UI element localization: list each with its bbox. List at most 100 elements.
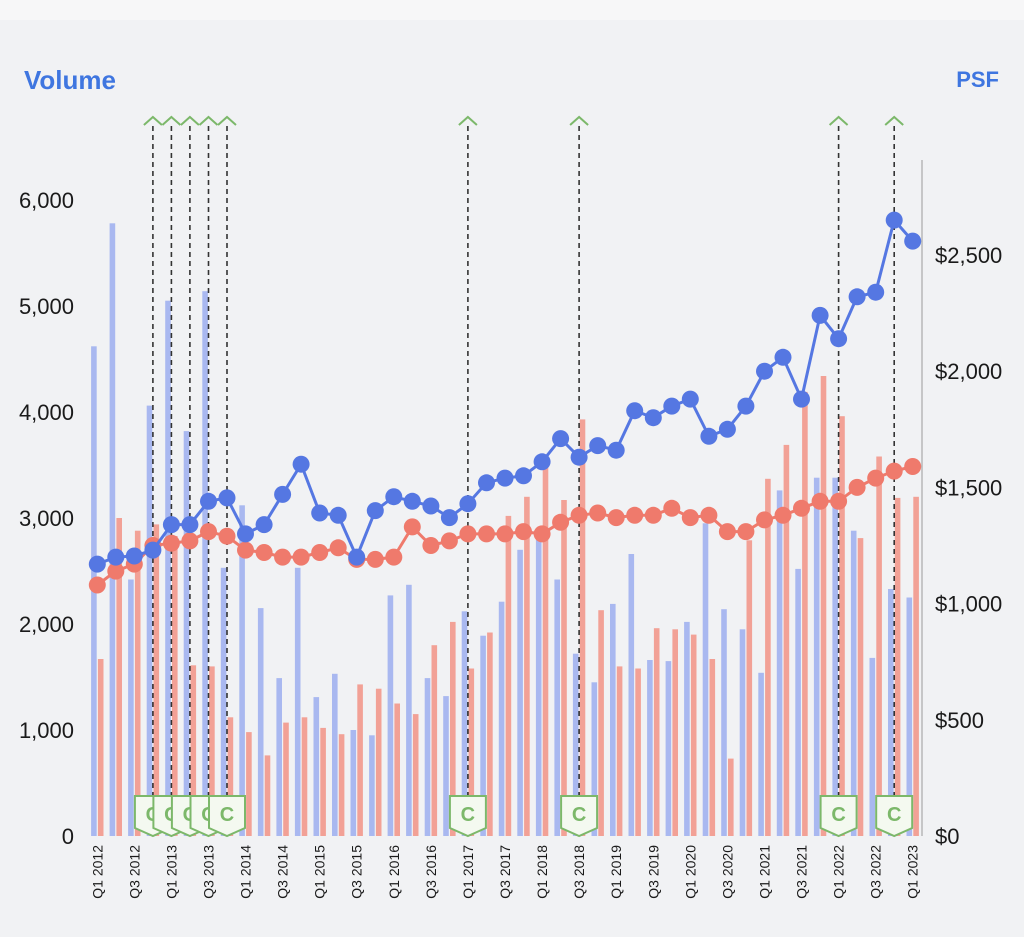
psf-point xyxy=(496,469,514,487)
x-tick-label: Q1 2022 xyxy=(831,845,847,899)
bar-s1-24 xyxy=(535,539,542,836)
psf-point xyxy=(478,474,495,492)
event-marker-badge xyxy=(560,795,599,838)
bar-s2-44 xyxy=(913,496,919,836)
psf-point xyxy=(181,532,199,550)
bar-s1-21 xyxy=(480,635,486,836)
event-chevron-icon xyxy=(198,115,219,126)
psf-point xyxy=(292,455,310,473)
bar-s2-9 xyxy=(264,755,271,836)
bar-s2-6 xyxy=(209,666,215,836)
event-chevron-icon xyxy=(828,115,849,126)
psf-point xyxy=(700,427,718,445)
event-chevron-icon xyxy=(884,115,904,126)
bar-s1-33 xyxy=(702,523,709,836)
psf-point xyxy=(162,516,180,534)
bar-s1-20 xyxy=(461,611,468,836)
bar-s2-17 xyxy=(412,714,419,836)
psf-point xyxy=(589,504,607,522)
bar-s2-34 xyxy=(728,758,734,836)
event-marker: C xyxy=(819,795,858,838)
bar-s1-16 xyxy=(387,595,394,836)
bar-s2-23 xyxy=(524,496,530,836)
right-tick-label: $0 xyxy=(935,824,959,849)
psf-point xyxy=(385,548,403,566)
bar-s2-27 xyxy=(598,610,604,836)
bar-s1-12 xyxy=(313,697,320,836)
x-tick-label: Q3 2019 xyxy=(645,845,661,899)
bar-s2-12 xyxy=(320,727,326,836)
psf-point xyxy=(718,420,736,438)
psf-point xyxy=(422,537,440,554)
psf-point xyxy=(162,534,180,552)
psf-point xyxy=(255,516,273,534)
x-tick-label: Q3 2016 xyxy=(423,845,439,899)
psf-point xyxy=(496,525,514,543)
bar-s1-41 xyxy=(850,530,857,836)
psf-point xyxy=(311,504,329,522)
psf-point xyxy=(607,441,625,459)
right-tick-label: $1,500 xyxy=(935,475,1002,500)
bar-s2-10 xyxy=(283,722,289,836)
right-tick-label: $500 xyxy=(935,708,984,733)
psf-point xyxy=(570,448,588,466)
psf-point xyxy=(274,548,292,566)
psf-point xyxy=(811,492,829,510)
left-axis-title: Volume xyxy=(24,65,116,95)
psf-point xyxy=(237,525,254,543)
event-marker-label: C xyxy=(887,804,901,826)
x-tick-label: Q3 2015 xyxy=(349,845,365,899)
bar-s2-13 xyxy=(338,734,345,836)
bar-s2-33 xyxy=(709,659,716,836)
psf-point xyxy=(644,506,662,524)
event-marker: C xyxy=(208,795,246,838)
psf-point xyxy=(107,548,125,566)
bar-s1-36 xyxy=(758,672,764,836)
bar-s2-29 xyxy=(635,668,641,836)
bar-s1-6 xyxy=(202,291,208,836)
bar-s2-38 xyxy=(802,391,808,836)
event-marker-badge xyxy=(875,795,914,838)
event-chevron-icon xyxy=(569,115,589,126)
psf-point xyxy=(774,506,792,524)
psf-point xyxy=(366,550,384,568)
bar-s1-22 xyxy=(498,601,505,836)
psf-point xyxy=(700,506,718,524)
bar-s2-5 xyxy=(190,665,197,836)
bar-s1-2 xyxy=(128,579,134,836)
x-tick-label: Q3 2020 xyxy=(719,845,735,899)
bar-s2-36 xyxy=(765,478,771,836)
psf-point xyxy=(904,458,922,475)
psf-point xyxy=(515,523,532,541)
bar-s1-42 xyxy=(869,657,876,836)
bar-s2-18 xyxy=(431,645,438,836)
x-tick-label: Q3 2012 xyxy=(126,845,142,899)
x-tick-label: Q1 2021 xyxy=(757,845,773,899)
bar-s1-38 xyxy=(795,568,801,836)
psf-point xyxy=(200,523,217,541)
psf-point xyxy=(718,523,736,541)
bar-s2-8 xyxy=(246,732,252,836)
psf-point xyxy=(200,492,217,510)
psf-point xyxy=(533,525,551,543)
psf-point xyxy=(552,430,570,448)
x-tick-label: Q3 2022 xyxy=(868,845,884,899)
event-marker-label: C xyxy=(831,804,845,826)
psf-point xyxy=(885,462,903,480)
bar-s1-8 xyxy=(239,505,245,836)
bar-s1-18 xyxy=(424,678,431,836)
psf-point xyxy=(440,509,458,527)
left-tick-label: 2,000 xyxy=(19,612,74,637)
bar-s1-14 xyxy=(350,730,357,836)
event-chevron-icon xyxy=(458,115,478,126)
psf-point xyxy=(459,525,477,543)
bar-s2-42 xyxy=(876,456,882,836)
x-tick-label: Q3 2013 xyxy=(201,845,217,899)
x-tick-label: Q1 2020 xyxy=(682,845,698,899)
bar-s1-35 xyxy=(739,629,746,836)
psf-point xyxy=(885,211,903,229)
event-marker-badge xyxy=(208,795,246,838)
psf-point xyxy=(533,453,551,471)
psf-point xyxy=(737,523,755,541)
bar-s2-0 xyxy=(97,659,104,836)
